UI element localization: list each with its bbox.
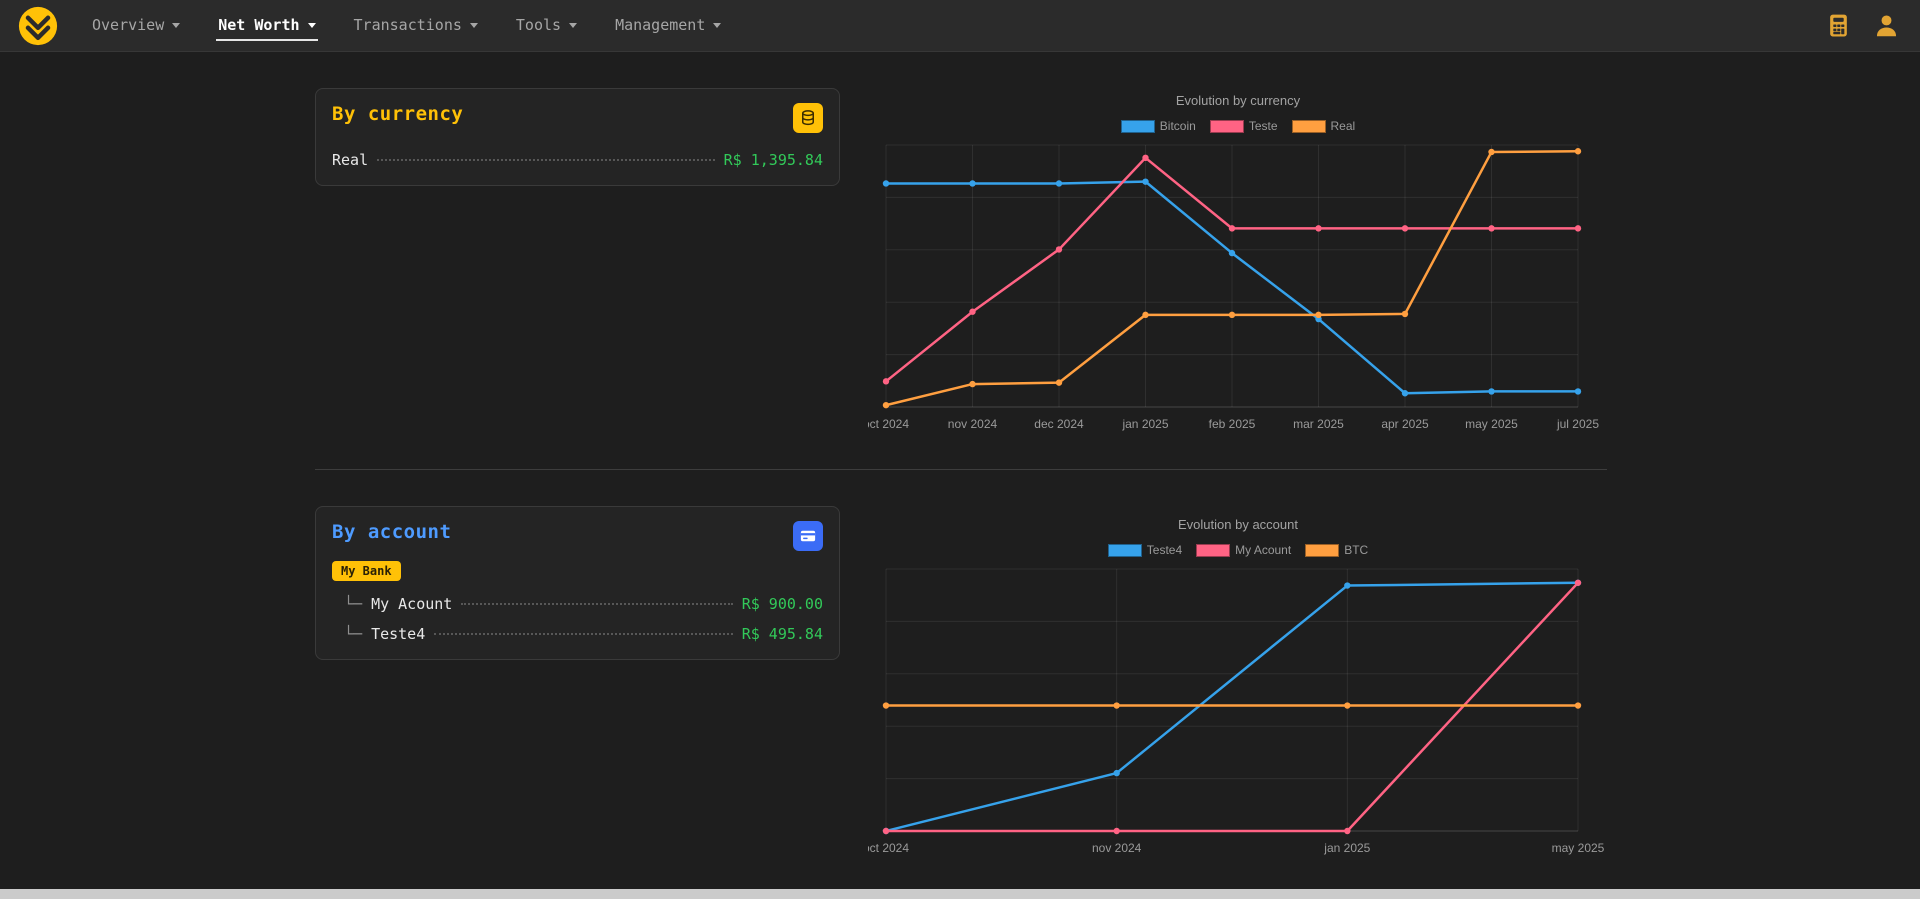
account-name: My Acount (371, 595, 453, 613)
nav-item-label: Management (615, 15, 706, 34)
by-account-title: By account (332, 521, 452, 543)
nav-item-label: Transactions (353, 15, 462, 34)
svg-text:jul 2025: jul 2025 (1556, 417, 1599, 431)
by-currency-card-body: Real R$ 1,395.84 (316, 137, 839, 185)
nav-item-net-worth[interactable]: Net Worth (216, 11, 318, 41)
legend-item-teste[interactable]: Teste (1209, 119, 1278, 133)
svg-text:may 2025: may 2025 (1552, 841, 1605, 855)
main-navigation: Overview Net Worth Transactions Tools Ma… (90, 11, 723, 41)
svg-text:oct 2024: oct 2024 (868, 841, 909, 855)
by-currency-card: By currency Real R$ 1,395.84 (315, 88, 840, 186)
legend-label: Real (1330, 119, 1356, 133)
account-card-button[interactable] (793, 521, 823, 551)
nav-item-tools[interactable]: Tools (514, 11, 579, 41)
legend-swatch (1305, 543, 1340, 557)
brand-coin-icon (18, 6, 58, 45)
chevron-down-icon (469, 23, 478, 28)
chevron-down-icon (713, 23, 722, 28)
svg-text:apr 2025: apr 2025 (1381, 417, 1429, 431)
chevron-down-icon (307, 23, 316, 28)
by-currency-title: By currency (332, 103, 464, 125)
chart-title: Evolution by currency (1175, 93, 1301, 108)
chart-legend: Teste4 My Acount BTC (1107, 543, 1368, 557)
chart-canvas: oct 2024 nov 2024 jan 2025 may 2025 (868, 568, 1605, 855)
bottom-strip (0, 889, 1920, 899)
nav-item-overview[interactable]: Overview (90, 11, 182, 41)
svg-text:may 2025: may 2025 (1465, 417, 1518, 431)
svg-text:nov 2024: nov 2024 (1092, 841, 1142, 855)
legend-label: BTC (1344, 543, 1369, 557)
top-navbar: Overview Net Worth Transactions Tools Ma… (0, 0, 1920, 52)
svg-text:oct 2024: oct 2024 (868, 417, 909, 431)
dotted-leader (377, 159, 715, 161)
legend-swatch (1291, 119, 1326, 133)
account-row-teste4: └─ Teste4 R$ 495.84 (344, 625, 823, 643)
navbar-actions (1824, 10, 1902, 41)
calculator-icon (1830, 14, 1847, 37)
nav-item-management[interactable]: Management (613, 11, 723, 41)
svg-text:jan 2025: jan 2025 (1323, 841, 1370, 855)
account-total: R$ 900.00 (741, 595, 823, 613)
legend-item-btc[interactable]: BTC (1305, 543, 1368, 557)
evolution-by-account-chart: Evolution by account Teste4 My Acount BTC … (868, 512, 1608, 861)
legend-item-bitcoin[interactable]: Bitcoin (1120, 119, 1196, 133)
nav-item-transactions[interactable]: Transactions (352, 11, 480, 41)
chart-title: Evolution by account (1178, 517, 1298, 532)
profile-button[interactable] (1871, 10, 1902, 41)
app-logo[interactable] (18, 6, 58, 46)
svg-text:nov 2024: nov 2024 (948, 417, 998, 431)
legend-swatch (1196, 543, 1231, 557)
legend-swatch (1107, 543, 1142, 557)
legend-label: My Acount (1235, 543, 1292, 557)
by-account-card-body: My Bank └─ My Acount R$ 900.00 └─ Teste4… (316, 555, 839, 659)
by-account-card: By account My Bank └─ My Acount R$ 900.0… (315, 506, 840, 660)
legend-item-my-acount[interactable]: My Acount (1196, 543, 1291, 557)
currency-coins-button[interactable] (793, 103, 823, 133)
user-icon (1876, 15, 1897, 37)
legend-label: Bitcoin (1159, 119, 1196, 133)
chart-legend: Bitcoin Teste Real (1120, 119, 1356, 133)
calculator-button[interactable] (1824, 11, 1853, 40)
dotted-leader (461, 603, 733, 605)
svg-text:mar 2025: mar 2025 (1293, 417, 1344, 431)
svg-text:feb 2025: feb 2025 (1209, 417, 1256, 431)
legend-item-real[interactable]: Real (1291, 119, 1356, 133)
tree-branch-glyph: └─ (344, 595, 363, 613)
account-total: R$ 495.84 (741, 625, 823, 643)
account-row-my-acount: └─ My Acount R$ 900.00 (344, 595, 823, 613)
nav-item-label: Net Worth (218, 15, 300, 34)
evolution-by-currency-chart: Evolution by currency Bitcoin Teste Real o… (868, 88, 1608, 437)
currency-total: R$ 1,395.84 (723, 151, 823, 169)
legend-item-teste4[interactable]: Teste4 (1107, 543, 1183, 557)
coin-stack-icon (802, 110, 814, 126)
by-account-card-header: By account (316, 507, 839, 555)
svg-text:jan 2025: jan 2025 (1121, 417, 1168, 431)
credit-card-icon (800, 530, 816, 542)
nav-item-label: Overview (92, 15, 165, 34)
account-name: Teste4 (371, 625, 426, 643)
tree-branch-glyph: └─ (344, 625, 363, 643)
legend-label: Teste4 (1146, 543, 1183, 557)
nav-item-label: Tools (515, 15, 562, 34)
account-group-badge: My Bank (332, 561, 401, 581)
section-divider (315, 469, 1607, 470)
dotted-leader (434, 633, 733, 635)
by-currency-card-header: By currency (316, 89, 839, 137)
chevron-down-icon (569, 23, 578, 28)
currency-name: Real (332, 151, 369, 169)
legend-swatch (1120, 119, 1155, 133)
legend-label: Teste (1248, 119, 1278, 133)
legend-swatch (1209, 119, 1244, 133)
chart-canvas: oct 2024 nov 2024 dec 2024 jan 2025 feb 2025… (868, 144, 1599, 431)
chevron-down-icon (172, 23, 181, 28)
svg-text:dec 2024: dec 2024 (1034, 417, 1084, 431)
currency-row-real: Real R$ 1,395.84 (332, 151, 823, 169)
